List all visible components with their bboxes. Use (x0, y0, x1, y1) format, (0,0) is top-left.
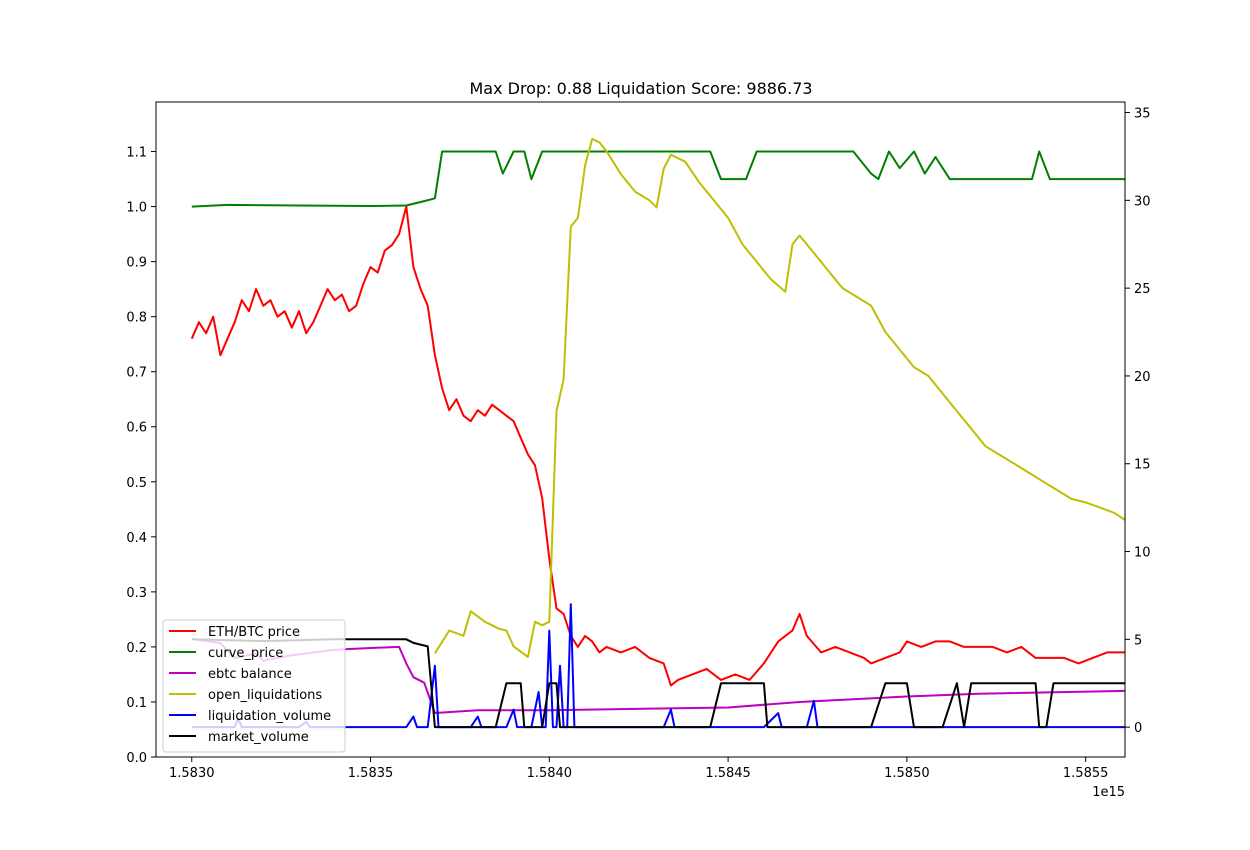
y-left-tick-label-6: 0.6 (126, 421, 147, 436)
x-tick-label-1: 1.5835 (348, 766, 394, 781)
y-right-tick-label-3: 15 (1134, 458, 1151, 473)
y-right-tick-label-5: 25 (1134, 282, 1151, 297)
y-left-tick-label-7: 0.7 (126, 366, 147, 381)
x-tick-label-4: 1.5850 (884, 766, 930, 781)
series-line-0 (190, 205, 1125, 687)
y-right-tick-label-1: 5 (1134, 633, 1142, 648)
y-left-tick-label-4: 0.4 (126, 531, 147, 546)
y-left-tick-label-3: 0.3 (126, 586, 147, 601)
legend-label-1: curve_price (208, 646, 283, 661)
legend-label-0: ETH/BTC price (208, 625, 300, 640)
x-tick-label-0: 1.5830 (169, 766, 215, 781)
legend-box (162, 619, 346, 753)
x-tick-label-5: 1.5855 (1063, 766, 1109, 781)
y-right-tick-label-6: 30 (1134, 194, 1151, 209)
y-left-tick-label-2: 0.2 (126, 641, 147, 656)
legend-label-4: liquidation_volume (208, 709, 331, 724)
chart-title: Max Drop: 0.88 Liquidation Score: 9886.7… (469, 79, 812, 98)
legend-label-5: market_volume (208, 730, 309, 745)
y-left-tick-label-11: 1.1 (126, 146, 147, 161)
axes-layer: 1.5830 1.5835 1.5840 1.5845 1.5850 1.5855 0.0 0… (126, 101, 1151, 781)
legend-label-3: open_liquidations (208, 688, 322, 703)
legend-label-2: ebtc balance (208, 667, 292, 682)
series-line-5 (191, 638, 1125, 729)
y-left-tick-label-10: 1.0 (126, 201, 147, 216)
x-offset-label: 1e15 (1092, 785, 1125, 800)
y-left-tick-label-5: 0.5 (126, 476, 147, 491)
x-tick-label-2: 1.5840 (527, 766, 573, 781)
y-left-tick-label-1: 0.1 (126, 696, 147, 711)
y-left-tick-label-8: 0.8 (126, 311, 147, 326)
y-right-tick-label-7: 35 (1134, 107, 1151, 122)
y-left-tick-label-0: 0.0 (126, 751, 147, 766)
y-right-tick-label-0: 0 (1134, 721, 1142, 736)
y-right-tick-label-2: 10 (1134, 546, 1151, 561)
plot-frame (155, 101, 1126, 758)
y-right-tick-label-4: 20 (1134, 370, 1151, 385)
series-line-1 (191, 150, 1125, 208)
y-left-tick-label-9: 0.9 (126, 256, 147, 271)
series-line-3 (434, 137, 1125, 658)
x-tick-label-3: 1.5845 (705, 766, 751, 781)
